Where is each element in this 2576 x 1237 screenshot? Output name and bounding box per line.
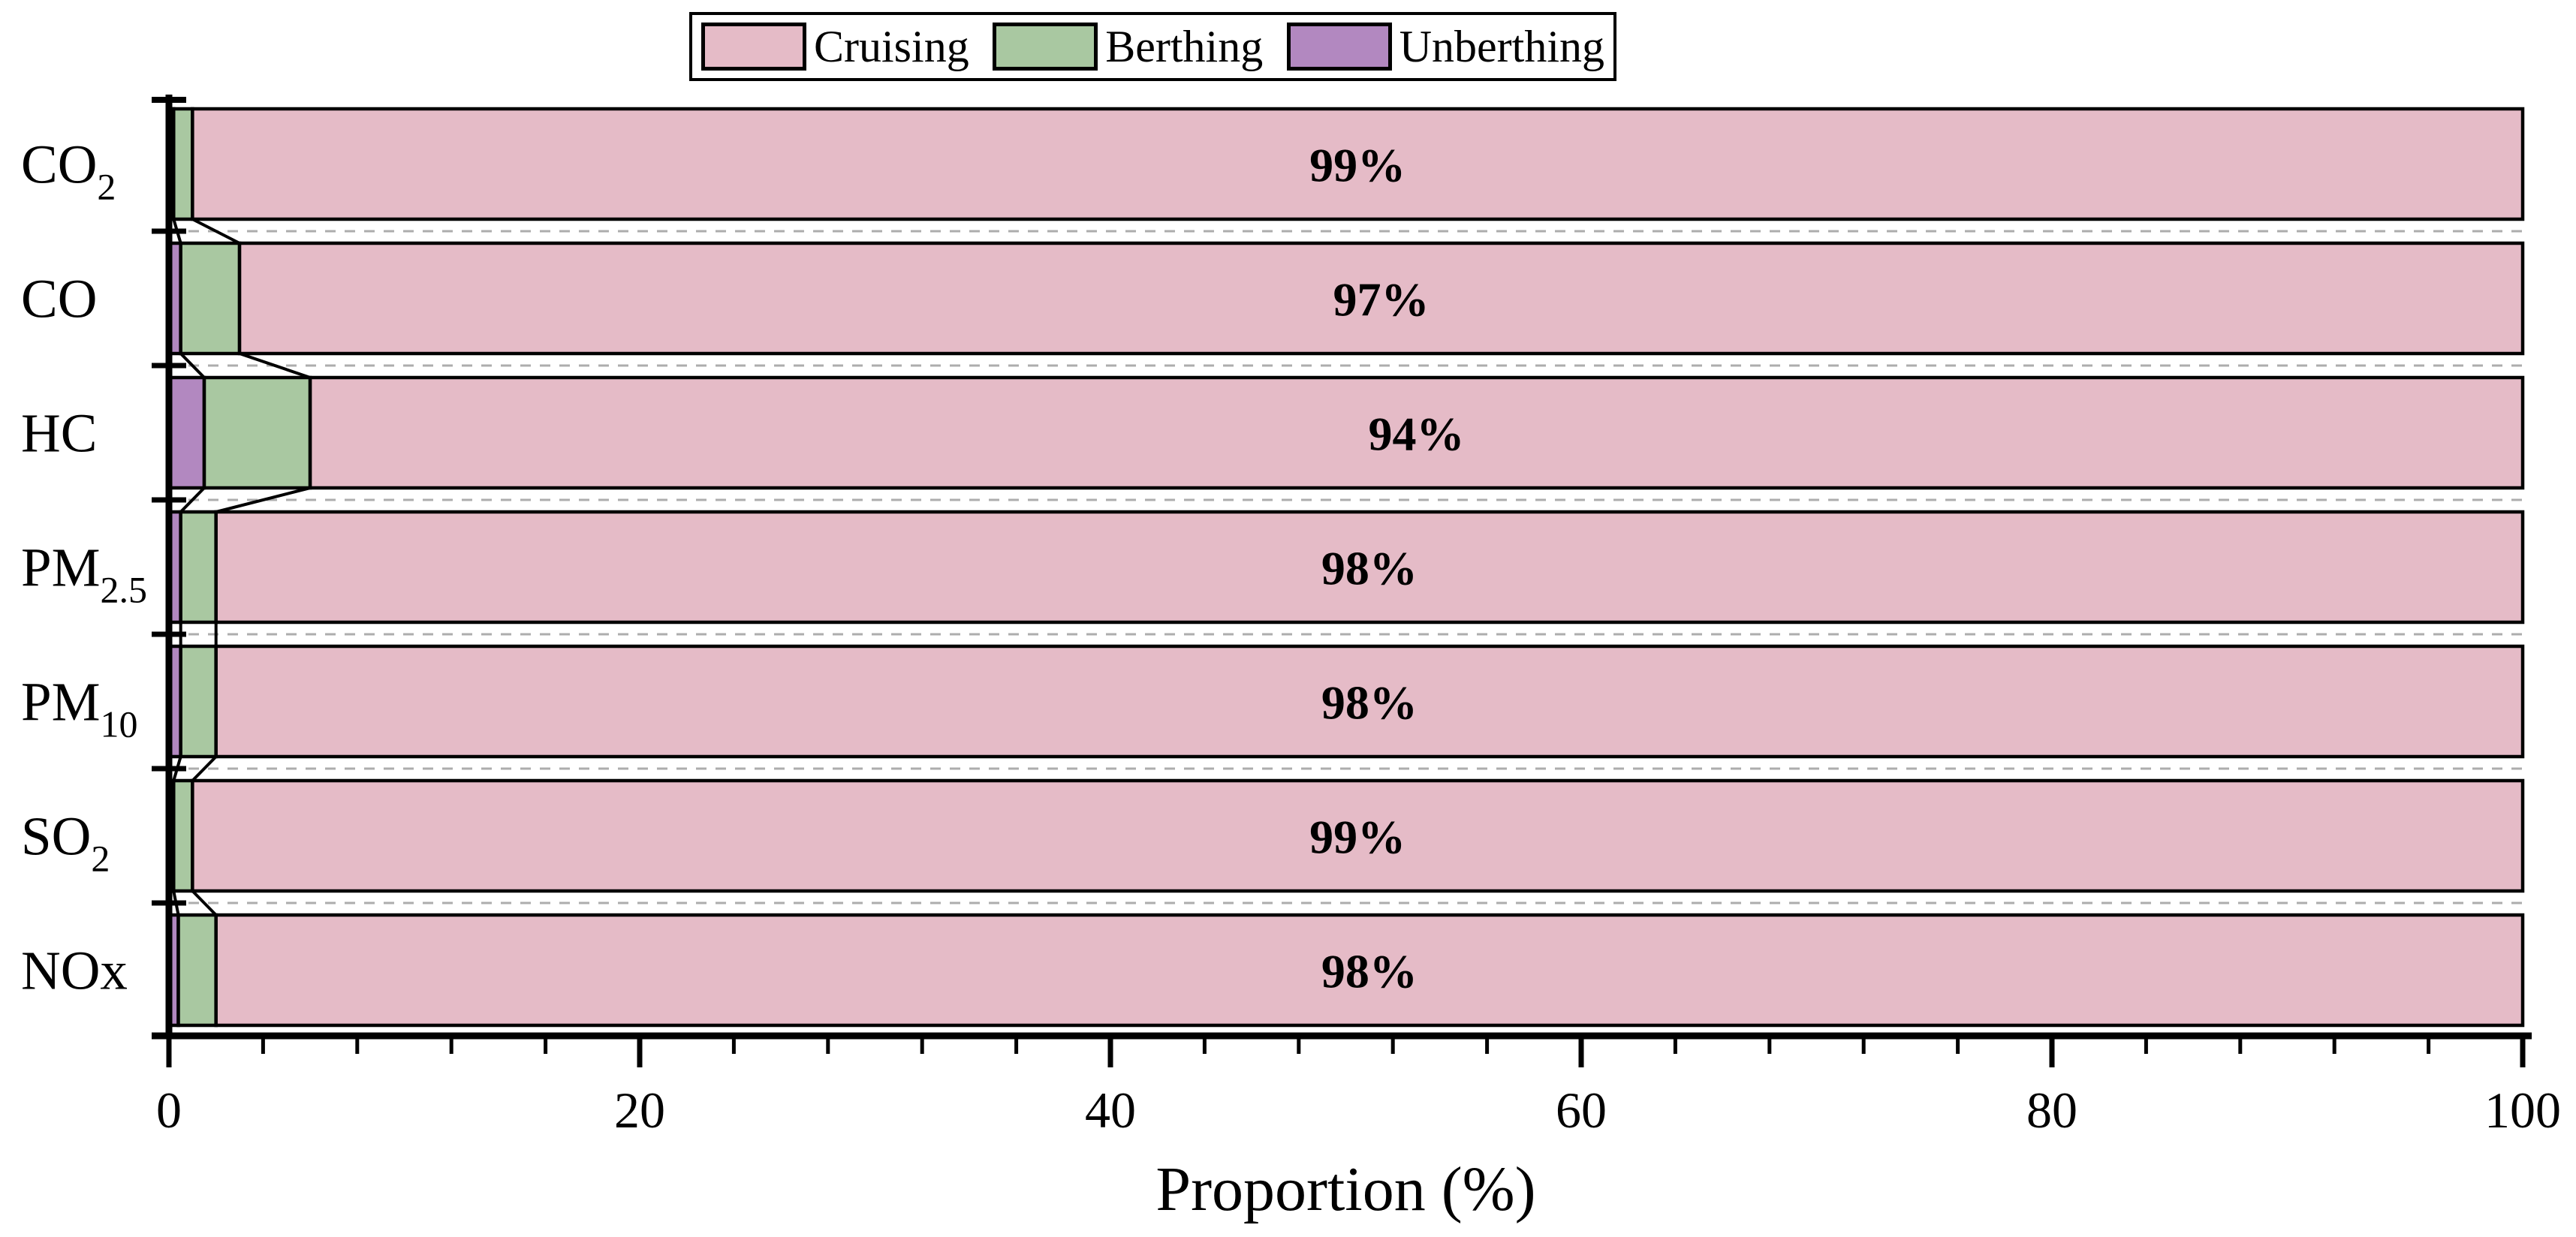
bar-CO-Cruising <box>237 241 2525 356</box>
xtick-label-100: 100 <box>2484 1082 2561 1139</box>
legend-item-unberthing: Unberthing <box>1286 22 1604 71</box>
bar-PM10-Cruising <box>214 644 2525 759</box>
segment-connector-line <box>191 889 218 916</box>
legend-swatch-unberthing <box>1286 23 1392 71</box>
legend-swatch-cruising <box>701 23 806 71</box>
bar-label-NOx: 98% <box>1321 945 1418 998</box>
bar-NOx-Berthing <box>176 913 218 1028</box>
chart-legend: Cruising Berthing Unberthing <box>689 12 1616 81</box>
legend-item-cruising: Cruising <box>701 23 969 71</box>
xtick-label-20: 20 <box>614 1082 665 1139</box>
legend-swatch-berthing <box>993 23 1098 71</box>
ytick-label-CO2: CO2 <box>21 134 116 208</box>
bar-label-PM10: 98% <box>1321 676 1418 730</box>
bar-CO2-Berthing <box>172 107 194 221</box>
legend-label-cruising: Cruising <box>814 22 969 71</box>
xtick-label-40: 40 <box>1085 1082 1136 1139</box>
xtick-label-80: 80 <box>2026 1082 2077 1139</box>
bar-CO-Berthing <box>179 241 242 356</box>
bar-NOx-Cruising <box>214 913 2525 1028</box>
legend-label-berthing: Berthing <box>1105 22 1264 71</box>
bar-SO2-Cruising <box>191 778 2525 893</box>
segment-connector-line <box>179 352 206 379</box>
ytick-label-CO: CO <box>21 269 97 330</box>
bar-label-CO2: 99% <box>1309 139 1406 192</box>
bar-PM2.5-Cruising <box>214 510 2525 625</box>
legend-label-unberthing: Unberthing <box>1399 22 1604 71</box>
bar-PM10-Berthing <box>179 644 218 759</box>
xtick-label-60: 60 <box>1556 1082 1607 1139</box>
bar-HC-Unberthing <box>167 375 206 490</box>
segment-connector-line <box>239 352 311 379</box>
ytick-label-HC: HC <box>21 403 97 464</box>
bar-SO2-Berthing <box>172 778 194 893</box>
ytick-label-PM2.5: PM2.5 <box>21 537 147 611</box>
ytick-label-NOx: NOx <box>21 941 128 1001</box>
segment-connector-line <box>191 218 240 245</box>
bar-label-SO2: 99% <box>1309 811 1406 864</box>
xtick-label-0: 0 <box>156 1082 182 1139</box>
bar-PM2.5-Berthing <box>179 510 218 625</box>
ytick-label-PM10: PM10 <box>21 672 138 745</box>
bar-HC-Cruising <box>308 375 2525 490</box>
segment-connector-line <box>215 486 311 513</box>
legend-item-berthing: Berthing <box>993 23 1263 71</box>
x-axis-title: Proportion (%) <box>1155 1154 1535 1224</box>
bar-HC-Berthing <box>202 375 312 490</box>
bar-CO2-Cruising <box>191 107 2525 221</box>
segment-connector-line <box>179 486 206 513</box>
bar-label-PM2.5: 98% <box>1321 542 1418 595</box>
bar-label-HC: 94% <box>1369 408 1465 461</box>
bar-label-CO: 97% <box>1333 273 1430 327</box>
ytick-label-SO2: SO2 <box>21 806 110 880</box>
segment-connector-line <box>191 755 218 782</box>
